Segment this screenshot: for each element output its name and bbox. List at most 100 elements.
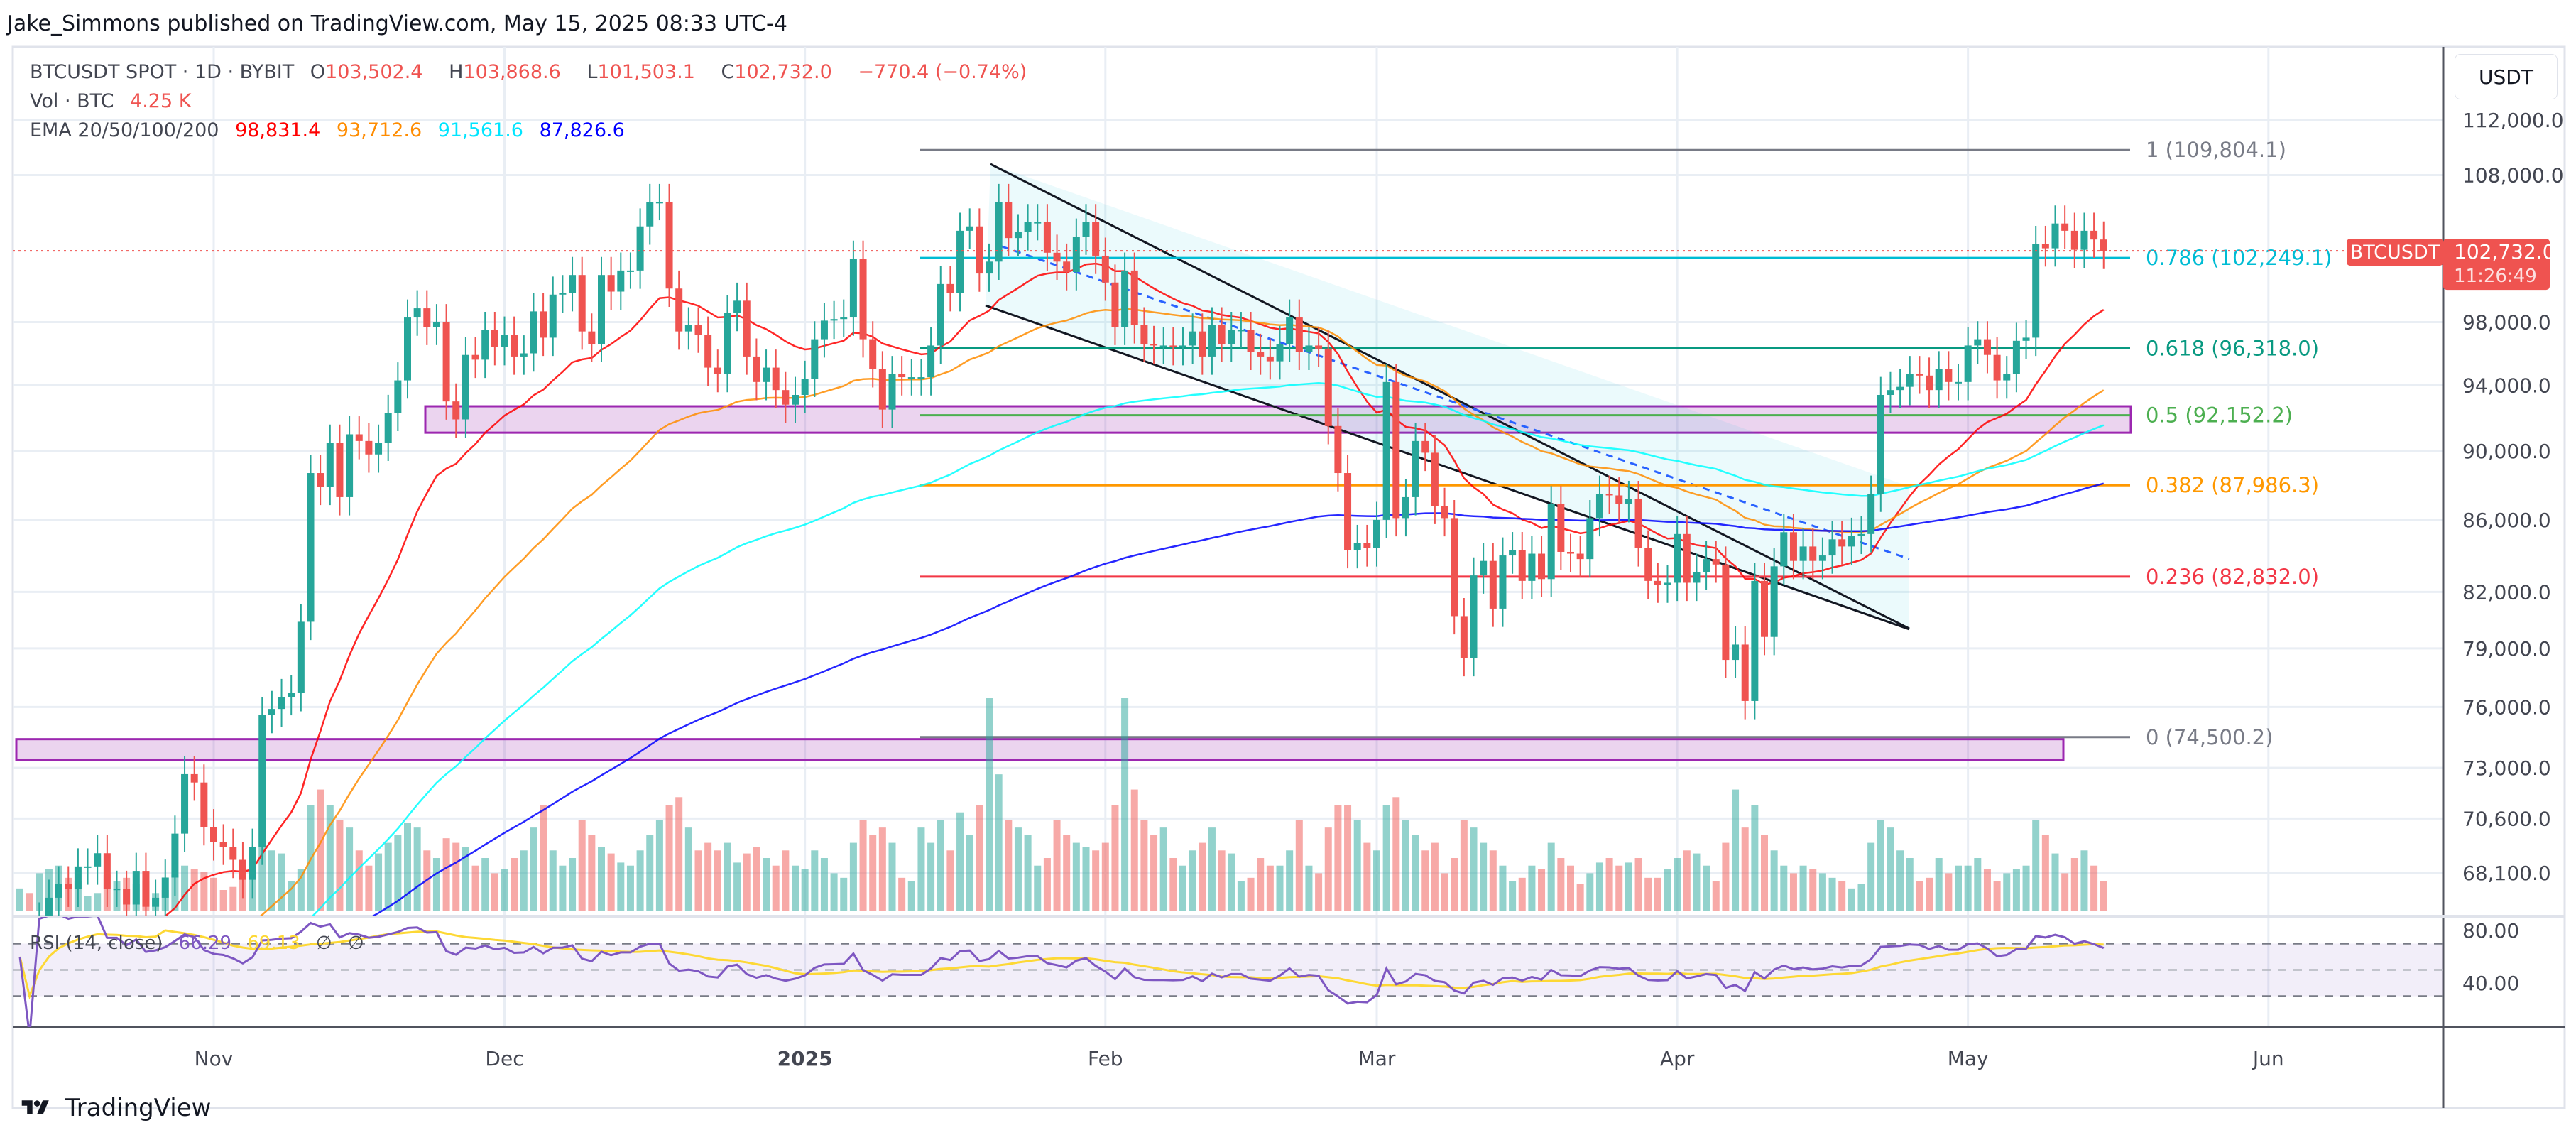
candle: [540, 293, 547, 357]
tradingview-logo[interactable]: TradingView: [13, 1094, 211, 1122]
rsi-legend[interactable]: RSI (14, close) 66.29 69.13 ∅ ∅: [30, 933, 374, 954]
volume-bar: [617, 862, 625, 911]
candle-body: [1703, 559, 1710, 572]
candle: [1683, 516, 1691, 602]
candle-body: [462, 354, 469, 420]
volume-bar: [2012, 869, 2020, 911]
candle: [103, 835, 111, 907]
candle-body: [1237, 330, 1245, 332]
candle-body: [763, 367, 770, 382]
candle: [1644, 530, 1652, 599]
volume-bar: [2090, 865, 2098, 911]
candle: [1964, 327, 1972, 401]
candle: [1848, 517, 1855, 565]
candle: [2022, 319, 2030, 359]
candle: [94, 835, 102, 885]
candle: [1945, 351, 1953, 401]
volume-bar: [1363, 842, 1371, 911]
candle: [501, 316, 508, 366]
candle: [1557, 486, 1565, 570]
candle: [1344, 455, 1352, 569]
candle-body: [1983, 339, 1991, 355]
candle: [1789, 514, 1797, 580]
volume-bar: [346, 827, 354, 911]
rsi-pane: [13, 917, 2443, 1027]
candle-body: [1926, 375, 1933, 391]
candle-body: [210, 827, 217, 842]
candle: [598, 256, 605, 362]
volume-bar: [94, 893, 102, 911]
candle: [2070, 212, 2078, 268]
candle: [268, 690, 275, 734]
candle: [733, 282, 741, 332]
candle-body: [1732, 644, 1740, 661]
candle: [462, 337, 469, 438]
volume-bar: [1683, 850, 1691, 911]
candle-body: [937, 283, 944, 346]
candle-body: [1257, 352, 1265, 357]
rsi-extra-2: ∅: [347, 933, 364, 954]
volume-bar: [1237, 881, 1245, 911]
candle: [986, 243, 993, 292]
candle: [1470, 557, 1478, 677]
candle: [1877, 376, 1884, 512]
candle-body: [1324, 348, 1332, 426]
candle: [966, 208, 973, 249]
candle: [995, 183, 1003, 281]
candle-body: [724, 313, 731, 374]
candle: [675, 270, 683, 350]
candle-body: [1780, 532, 1788, 567]
currency-button[interactable]: USDT: [2455, 54, 2558, 99]
volume-bar: [1761, 835, 1768, 911]
candle: [724, 295, 731, 393]
candle: [1276, 325, 1284, 380]
candle: [113, 870, 121, 907]
volume-bar: [1654, 877, 1661, 911]
volume-bar: [1809, 869, 1817, 911]
candle-body: [1857, 533, 1865, 536]
candle-body: [2061, 223, 2069, 231]
volume-bar: [1460, 820, 1468, 911]
volume-bar: [326, 805, 334, 911]
volume-legend[interactable]: Vol · BTC 4.25 K: [30, 90, 201, 112]
candle: [801, 360, 809, 413]
ohlc-open: O103,502.4: [310, 61, 423, 83]
candle: [1111, 264, 1119, 345]
candle: [714, 349, 721, 393]
candle-body: [1848, 536, 1855, 547]
symbol-label[interactable]: BTCUSDT SPOT · 1D · BYBIT: [30, 61, 295, 83]
volume-bar: [1625, 862, 1632, 911]
volume-bar: [907, 881, 915, 911]
candle: [171, 815, 179, 896]
candle: [1451, 500, 1458, 635]
candle-body: [55, 884, 62, 898]
volume-bar: [1402, 820, 1409, 911]
candle-body: [520, 353, 528, 357]
candle-body: [1130, 270, 1138, 325]
candle-body: [1809, 546, 1817, 561]
candle-body: [1993, 354, 2001, 381]
volume-bar: [1945, 873, 1953, 911]
candle: [74, 848, 82, 907]
candle-body: [917, 377, 925, 379]
candle: [442, 304, 450, 420]
candle: [375, 424, 383, 473]
candle-body: [598, 275, 605, 344]
candle-body: [442, 322, 450, 402]
candle-body: [1828, 539, 1836, 556]
ema50-line: [259, 308, 2105, 916]
candle: [1441, 487, 1448, 537]
candle: [1857, 516, 1865, 555]
candle-body: [258, 715, 266, 847]
volume-bar: [2022, 865, 2030, 911]
ema-legend[interactable]: EMA 20/50/100/200 98,831.4 93,712.6 91,5…: [30, 119, 635, 141]
volume-bar: [1547, 842, 1555, 911]
candle-body: [1693, 572, 1701, 583]
candle-body: [782, 390, 790, 405]
time-tick-label: Jun: [2252, 1047, 2284, 1070]
candle: [1887, 371, 1894, 413]
time-tick-label: 2025: [777, 1047, 833, 1070]
candle-body: [1189, 331, 1196, 346]
volume-bar: [511, 858, 518, 911]
